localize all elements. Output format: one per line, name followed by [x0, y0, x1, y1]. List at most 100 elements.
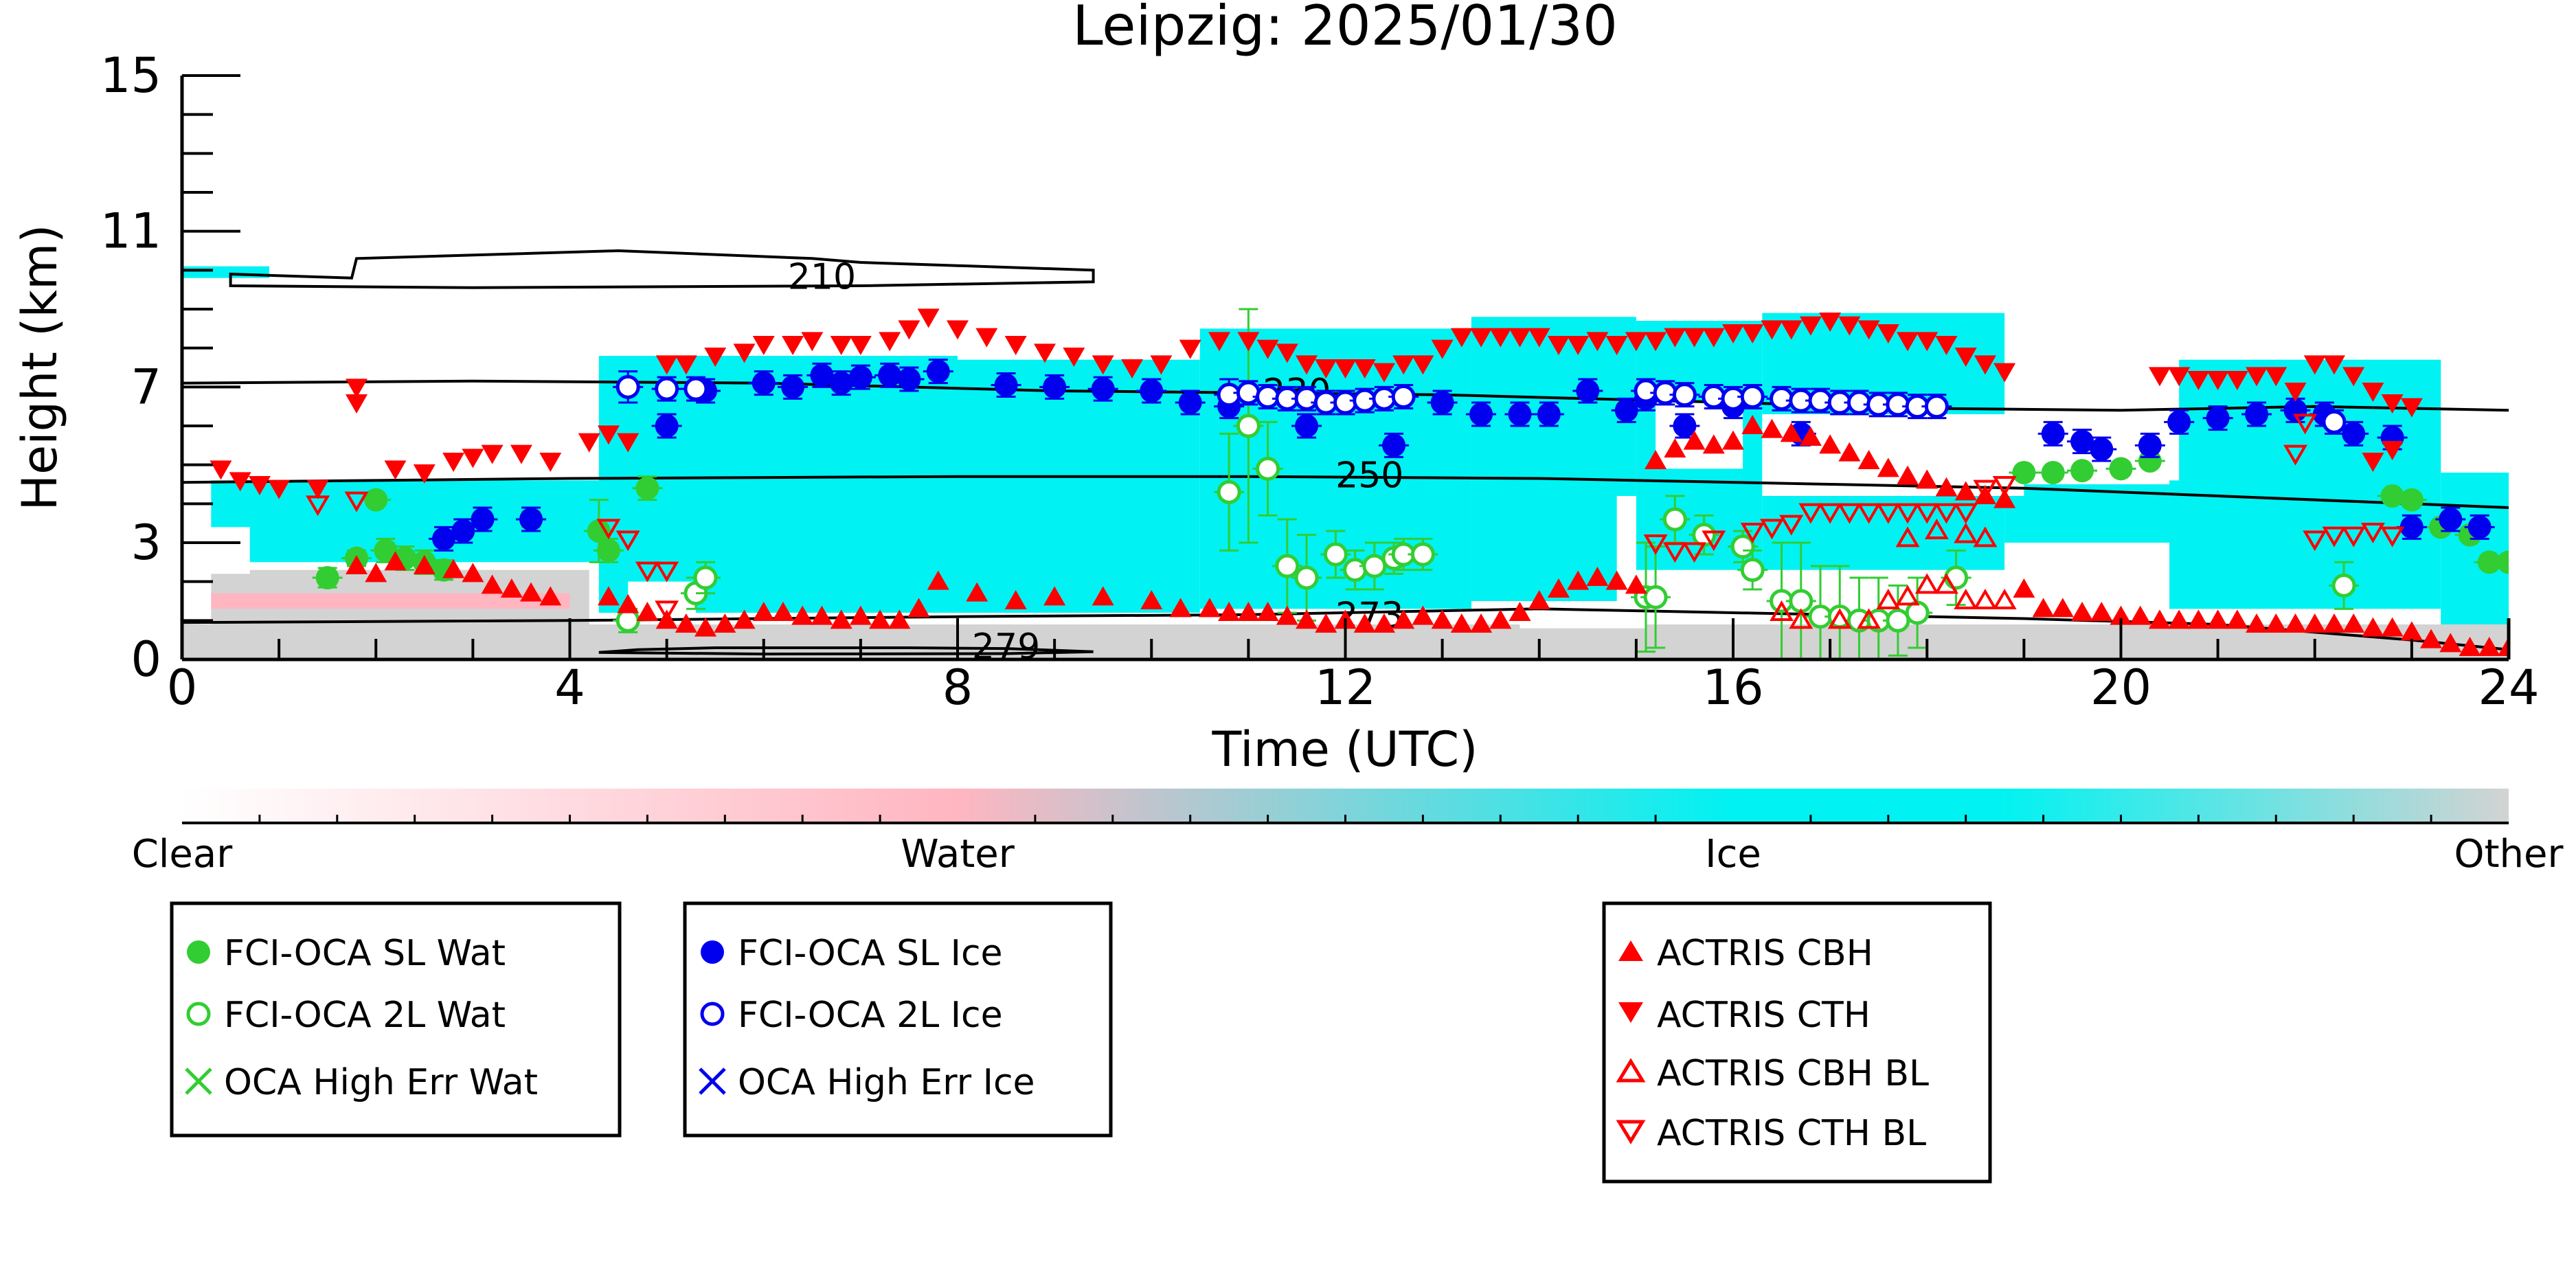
actris-cth-point-48	[1412, 355, 1434, 375]
actris-cth-point-21	[752, 336, 775, 355]
actris-cbh-point-81	[2110, 605, 2132, 625]
fci-oca-2l-ice-point-18	[1740, 385, 1765, 409]
actris-cth-point-9	[442, 453, 465, 472]
fci-oca-sl-ice-point-8	[810, 363, 834, 387]
actris-cth-point-45	[1353, 359, 1376, 379]
actris-cbh-bl-point-11	[1895, 526, 1920, 547]
fci-oca-2l-ice-point-0	[615, 374, 640, 399]
actris-cth-point-44	[1334, 359, 1357, 379]
actris-cth-point-68	[1799, 316, 1822, 336]
actris-cth-bl-point-6	[655, 600, 679, 622]
actris-cbh-point-16	[714, 613, 736, 633]
actris-cbh-point-101	[2498, 637, 2509, 656]
actris-cth-point-94	[2362, 453, 2384, 472]
actris-cbh-bl-point-9	[1973, 589, 1998, 609]
actris-cth-point-55	[1547, 336, 1570, 355]
legend-water-frame	[170, 901, 622, 1138]
x-tick-label-8: 8	[942, 659, 973, 716]
fci-oca-2l-ice-point-4	[1236, 381, 1261, 405]
actris-cbh-point-78	[2051, 598, 2074, 618]
axes: 0 3 7 11 15 0 4 8 12 16 20 24	[100, 47, 2540, 716]
actris-cth-bl-point-22	[1954, 503, 1978, 524]
actris-cth-point-74	[1916, 332, 1939, 352]
actris-cth-point-38	[1208, 332, 1231, 352]
fci-oca-sl-wat-point-11	[2012, 461, 2036, 484]
fci-oca-sl-wat-point-17	[2399, 488, 2424, 512]
actris-cth-point-26	[879, 332, 901, 352]
actris-cbh-point-86	[2206, 609, 2229, 629]
actris-cth-point-17	[655, 355, 678, 375]
actris-cth-bl-point-8	[1662, 542, 1687, 563]
actris-cbh-point-11	[617, 594, 640, 613]
fci-oca-sl-ice-point-22	[1430, 391, 1454, 414]
actris-cbh-bl-point-1	[1789, 608, 1814, 629]
actris-cbh-point-93	[2342, 613, 2365, 633]
actris-cbh-point-67	[1838, 442, 1861, 462]
actris-cth-point-13	[539, 453, 562, 472]
actris-cbh-point-100	[2478, 637, 2500, 656]
actris-cth-point-61	[1664, 328, 1686, 348]
cloud-mask-ice-5	[1471, 317, 1636, 601]
actris-cbh-point-42	[1353, 613, 1376, 633]
actris-cbh-point-97	[2420, 629, 2443, 648]
actris-cbh-bl-point-3	[1857, 608, 1882, 629]
actris-cth-bl-point-13	[1779, 515, 1804, 536]
fci-oca-2l-wat-point-6	[1275, 554, 1300, 578]
actris-cbh-point-30	[1043, 586, 1066, 606]
actris-cth-bl-point-5	[655, 561, 679, 583]
x-tick-label-24: 24	[2478, 659, 2539, 716]
actris-cth-point-6	[346, 394, 368, 414]
actris-cth-point-33	[1063, 348, 1085, 367]
actris-cth-point-18	[675, 355, 697, 375]
actris-cth-point-28	[917, 308, 940, 328]
fci-oca-sl-wat-point-20	[2477, 550, 2501, 574]
actris-cbh-point-46	[1431, 609, 1454, 629]
actris-cth-point-92	[2400, 398, 2423, 418]
actris-cbh-point-71	[1916, 469, 1939, 489]
cloud-gap-3	[2004, 546, 2170, 609]
actris-cbh-point-14	[675, 613, 697, 633]
fci-oca-2l-wat-point-2	[693, 565, 718, 590]
actris-cbh-point-73	[1954, 481, 1977, 501]
actris-cbh-point-43	[1372, 613, 1395, 633]
fci-oca-sl-wat-point-2	[364, 488, 388, 512]
fci-oca-sl-ice-point-35	[2138, 433, 2162, 457]
actris-cbh-point-32	[1140, 590, 1163, 609]
actris-cbh-point-98	[2439, 633, 2462, 653]
fci-oca-2l-wat-point-16	[1662, 507, 1687, 532]
actris-cth-point-82	[2206, 371, 2229, 390]
actris-cbh-point-56	[1625, 574, 1647, 594]
actris-cbh-bl-point-12	[1924, 519, 1949, 539]
actris-cth-point-37	[1179, 339, 1201, 359]
actris-cth-point-78	[1993, 363, 2016, 383]
fci-oca-2l-wat-point-13	[1410, 542, 1435, 567]
actris-cth-point-5	[346, 379, 368, 398]
actris-cth-point-42	[1296, 355, 1318, 375]
actris-cth-point-81	[2187, 371, 2210, 390]
actris-cbh-point-33	[1169, 598, 1192, 618]
actris-cbh-point-28	[966, 582, 988, 602]
actris-cbh-point-44	[1392, 609, 1415, 629]
contour-210	[229, 249, 1095, 289]
fci-oca-2l-wat-point-19	[1740, 558, 1765, 583]
contour-label-210: 210	[788, 257, 856, 298]
actris-cbh-bl-point-7	[1934, 573, 1958, 594]
legend-cth-bl-marker	[1616, 1120, 1646, 1144]
actris-cbh-point-49	[1489, 609, 1512, 629]
actris-cth-point-66	[1761, 320, 1783, 340]
actris-cbh-point-19	[771, 602, 794, 621]
actris-cth-point-34	[1092, 355, 1114, 375]
actris-cbh-point-77	[2032, 598, 2055, 618]
actris-cth-point-3	[268, 479, 291, 499]
actris-cbh-point-50	[1509, 602, 1531, 621]
actris-cth-bl-point-0	[306, 495, 330, 517]
actris-cth-point-79	[2148, 367, 2171, 387]
actris-cth-point-59	[1625, 332, 1647, 352]
actris-cbh-bl-point-4	[1876, 589, 1901, 609]
legend-sl-wat-label: FCI-OCA SL Wat	[224, 933, 506, 974]
fci-oca-2l-ice-point-25	[1886, 392, 1910, 417]
actris-cth-point-47	[1392, 355, 1415, 375]
fci-oca-sl-wat-point-3	[374, 539, 398, 563]
legend-sl-wat-marker	[187, 940, 210, 964]
actris-cbh-point-18	[752, 602, 775, 621]
